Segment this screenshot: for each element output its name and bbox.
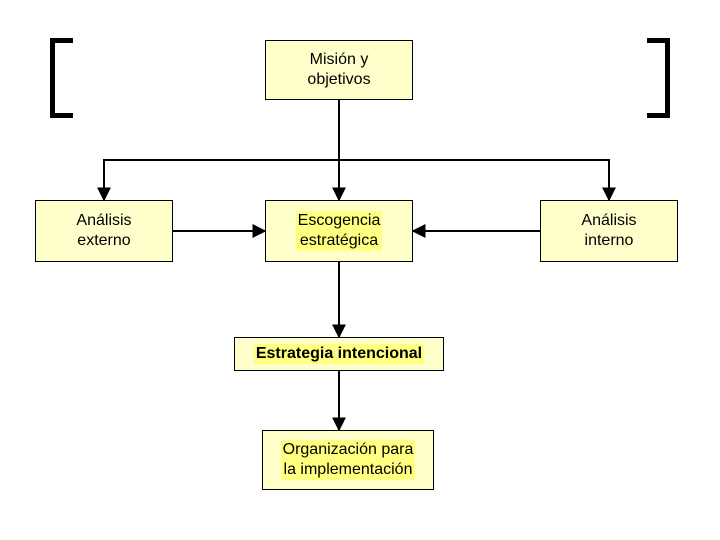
edge-mision-to-int	[339, 100, 609, 200]
node-label: Escogencia estratégica	[296, 211, 383, 251]
node-analisis-interno: Análisis interno	[540, 200, 678, 262]
node-analisis-externo: Análisis externo	[35, 200, 173, 262]
edge-mision-to-ext	[104, 100, 339, 200]
right-bracket	[647, 38, 670, 118]
node-escogencia-estrategica: Escogencia estratégica	[265, 200, 413, 262]
node-estrategia-intencional: Estrategia intencional	[234, 337, 444, 371]
node-label: Misión y objetivos	[307, 50, 370, 90]
node-organizacion-implementacion: Organización para la implementación	[262, 430, 434, 490]
node-label: Análisis externo	[76, 211, 131, 251]
node-label: Análisis interno	[581, 211, 636, 251]
node-label: Organización para la implementación	[281, 440, 416, 480]
node-label: Estrategia intencional	[254, 344, 424, 364]
left-bracket	[50, 38, 73, 118]
diagram-canvas: Misión y objetivos Análisis externo Esco…	[0, 0, 720, 540]
node-mision-objetivos: Misión y objetivos	[265, 40, 413, 100]
